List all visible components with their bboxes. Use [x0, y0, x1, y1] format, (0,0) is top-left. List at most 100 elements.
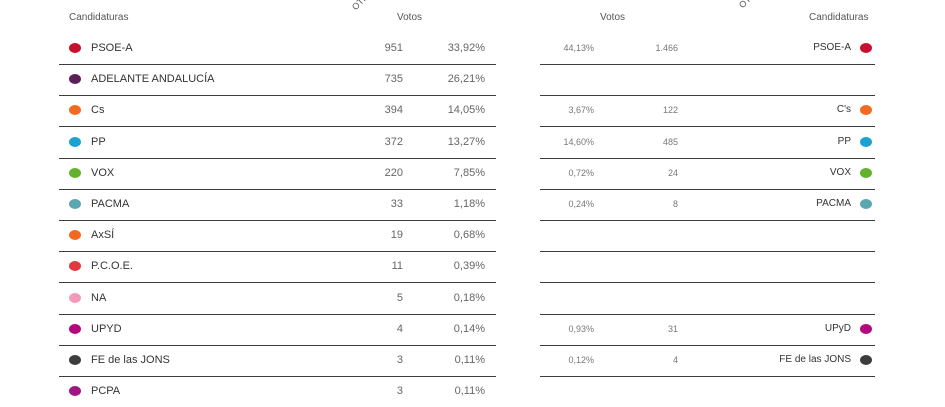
party-name: VOX: [829, 166, 851, 178]
right-table-row[interactable]: 0,24% 8 PACMA: [540, 189, 875, 221]
party-percent: 3,67%: [568, 105, 594, 116]
party-name: PACMA: [816, 198, 851, 209]
party-name: AxSÍ: [91, 229, 115, 242]
party-votes: 394: [384, 104, 403, 117]
party-votes: 4: [672, 355, 678, 365]
right-table-row[interactable]: 3,67% 122 C's: [540, 95, 875, 128]
left-header-candidaturas: Candidaturas: [69, 12, 129, 23]
party-color-dot-icon: [860, 136, 872, 147]
party-percent: 1,18%: [453, 198, 485, 210]
party-color-dot-icon: [69, 323, 81, 334]
party-name: UPYD: [91, 322, 122, 335]
left-table-row[interactable]: Cs 394 14,05%: [59, 95, 496, 128]
party-percent: 0,18%: [453, 291, 485, 304]
party-votes: 19: [390, 229, 403, 242]
party-name: FE de las JONS: [91, 354, 170, 366]
party-percent: 26,21%: [447, 73, 485, 86]
party-percent: 0,72%: [568, 167, 594, 178]
party-name: NA: [91, 291, 107, 304]
party-percent: 0,39%: [453, 260, 485, 273]
party-color-dot-icon: [860, 355, 872, 365]
right-table-row[interactable]: 0,93% 31 UPyD: [540, 314, 875, 346]
party-color-dot-icon: [69, 230, 81, 241]
party-color-dot-icon: [69, 43, 81, 53]
right-table-row[interactable]: [540, 64, 875, 97]
party-percent: 7,85%: [453, 166, 485, 179]
party-percent: 0,14%: [453, 322, 485, 335]
party-name: P.C.O.E.: [91, 260, 133, 273]
left-table-row[interactable]: FE de las JONS 3 0,11%: [59, 345, 496, 377]
party-name: PSOE-A: [91, 42, 133, 54]
party-color-dot-icon: [860, 105, 872, 116]
party-percent: 14,60%: [563, 136, 594, 147]
right-table-row[interactable]: [540, 220, 875, 253]
party-name: Cs: [91, 104, 105, 117]
party-color-dot-icon: [860, 199, 872, 209]
party-percent: 0,11%: [454, 385, 485, 398]
left-table-row[interactable]: UPYD 4 0,14%: [59, 314, 496, 346]
party-votes: 33: [390, 198, 403, 210]
left-table-row[interactable]: NA 5 0,18%: [59, 283, 496, 315]
party-name: ADELANTE ANDALUCÍA: [91, 73, 215, 86]
party-color-dot-icon: [69, 261, 81, 272]
party-name: UPyD: [824, 322, 851, 334]
party-votes: 24: [667, 167, 678, 178]
left-header-votos: Votos: [397, 12, 423, 23]
party-votes: 220: [384, 166, 403, 179]
left-table-row[interactable]: ADELANTE ANDALUCÍA 735 26,21%: [59, 64, 496, 97]
left-table-row[interactable]: PP 372 13,27%: [59, 127, 496, 159]
party-name: FE de las JONS: [779, 354, 851, 365]
right-table-row[interactable]: 0,72% 24 VOX: [540, 158, 875, 190]
left-table-row[interactable]: P.C.O.E. 11 0,39%: [59, 251, 496, 284]
party-votes: 3: [396, 354, 403, 366]
party-votes: 122: [662, 105, 678, 116]
party-percent: 0,24%: [568, 199, 594, 209]
party-votes: 3: [396, 385, 403, 398]
party-percent: 0,68%: [453, 229, 485, 242]
party-votes: 31: [667, 323, 678, 334]
party-votes: 8: [672, 199, 678, 209]
party-name: VOX: [91, 166, 115, 179]
party-votes: 1.466: [655, 43, 678, 53]
left-table-row[interactable]: PSOE-A 951 33,92%: [59, 33, 496, 65]
party-color-dot-icon: [860, 43, 872, 53]
party-percent: 14,05%: [447, 104, 485, 117]
right-table-row[interactable]: [540, 283, 875, 315]
party-color-dot-icon: [69, 355, 81, 365]
party-name: PCPA: [91, 385, 121, 398]
party-color-dot-icon: [860, 323, 872, 334]
party-percent: 0,11%: [454, 354, 485, 366]
party-percent: 33,92%: [447, 42, 485, 54]
right-table-row[interactable]: 14,60% 485 PP: [540, 127, 875, 159]
party-votes: 4: [396, 322, 403, 335]
party-color-dot-icon: [69, 74, 81, 85]
party-name: C's: [836, 104, 851, 116]
party-name: PACMA: [91, 198, 130, 210]
party-votes: 735: [384, 73, 403, 86]
left-table-row[interactable]: VOX 220 7,85%: [59, 158, 496, 190]
party-color-dot-icon: [69, 292, 81, 303]
right-header-rotated-label: OT: [736, 0, 753, 10]
party-color-dot-icon: [69, 386, 81, 397]
left-table-row[interactable]: PACMA 33 1,18%: [59, 189, 496, 221]
party-color-dot-icon: [69, 136, 81, 147]
right-table-row[interactable]: 0,12% 4 FE de las JONS: [540, 345, 875, 377]
left-table-row[interactable]: PCPA 3 0,11%: [59, 376, 496, 407]
party-color-dot-icon: [69, 199, 81, 209]
right-header-candidaturas: Candidaturas: [809, 12, 869, 23]
right-table-row[interactable]: [540, 251, 875, 284]
party-name: PP: [91, 135, 106, 148]
party-votes: 485: [662, 136, 678, 147]
right-table-row[interactable]: 44,13% 1.466 PSOE-A: [540, 33, 875, 65]
party-color-dot-icon: [69, 167, 81, 178]
party-votes: 372: [384, 135, 403, 148]
left-table-row[interactable]: AxSÍ 19 0,68%: [59, 220, 496, 253]
party-percent: 13,27%: [447, 135, 485, 148]
party-percent: 0,93%: [568, 323, 594, 334]
party-votes: 11: [391, 260, 403, 273]
party-percent: 44,13%: [563, 43, 594, 53]
party-name: PP: [837, 135, 851, 147]
party-percent: 0,12%: [568, 355, 594, 365]
party-color-dot-icon: [69, 105, 81, 116]
right-header-votos: Votos: [600, 12, 626, 23]
